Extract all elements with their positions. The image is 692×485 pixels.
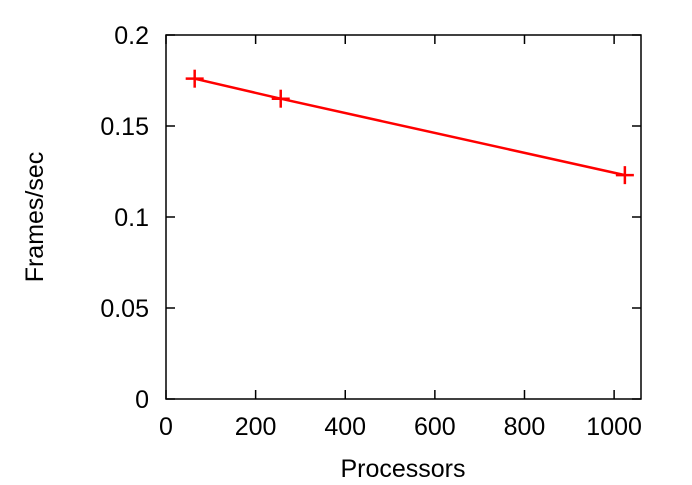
y-tick-label: 0.15	[100, 113, 149, 141]
y-tick-label: 0.2	[114, 22, 149, 50]
x-tick-label: 200	[235, 413, 277, 441]
y-tick-label: 0	[135, 386, 149, 414]
x-axis-title: Processors	[340, 455, 465, 483]
x-tick-label: 600	[414, 413, 456, 441]
series-line	[194, 77, 626, 177]
data-point-marker	[615, 166, 634, 185]
y-tick-label: 0.05	[100, 295, 149, 323]
x-tick-label: 400	[324, 413, 366, 441]
x-tick-label: 1000	[586, 413, 642, 441]
x-axis: 0 200 400 600 800 1000	[159, 35, 642, 441]
x-tick-label: 800	[504, 413, 546, 441]
x-tick-label: 0	[159, 413, 173, 441]
y-axis: 0 0.05 0.1 0.15 0.2	[100, 22, 641, 414]
data-point-marker	[271, 89, 290, 108]
y-tick-label: 0.1	[114, 204, 149, 232]
series-layer	[185, 69, 634, 185]
data-point-marker	[185, 69, 204, 88]
y-axis-title: Frames/sec	[21, 152, 49, 283]
